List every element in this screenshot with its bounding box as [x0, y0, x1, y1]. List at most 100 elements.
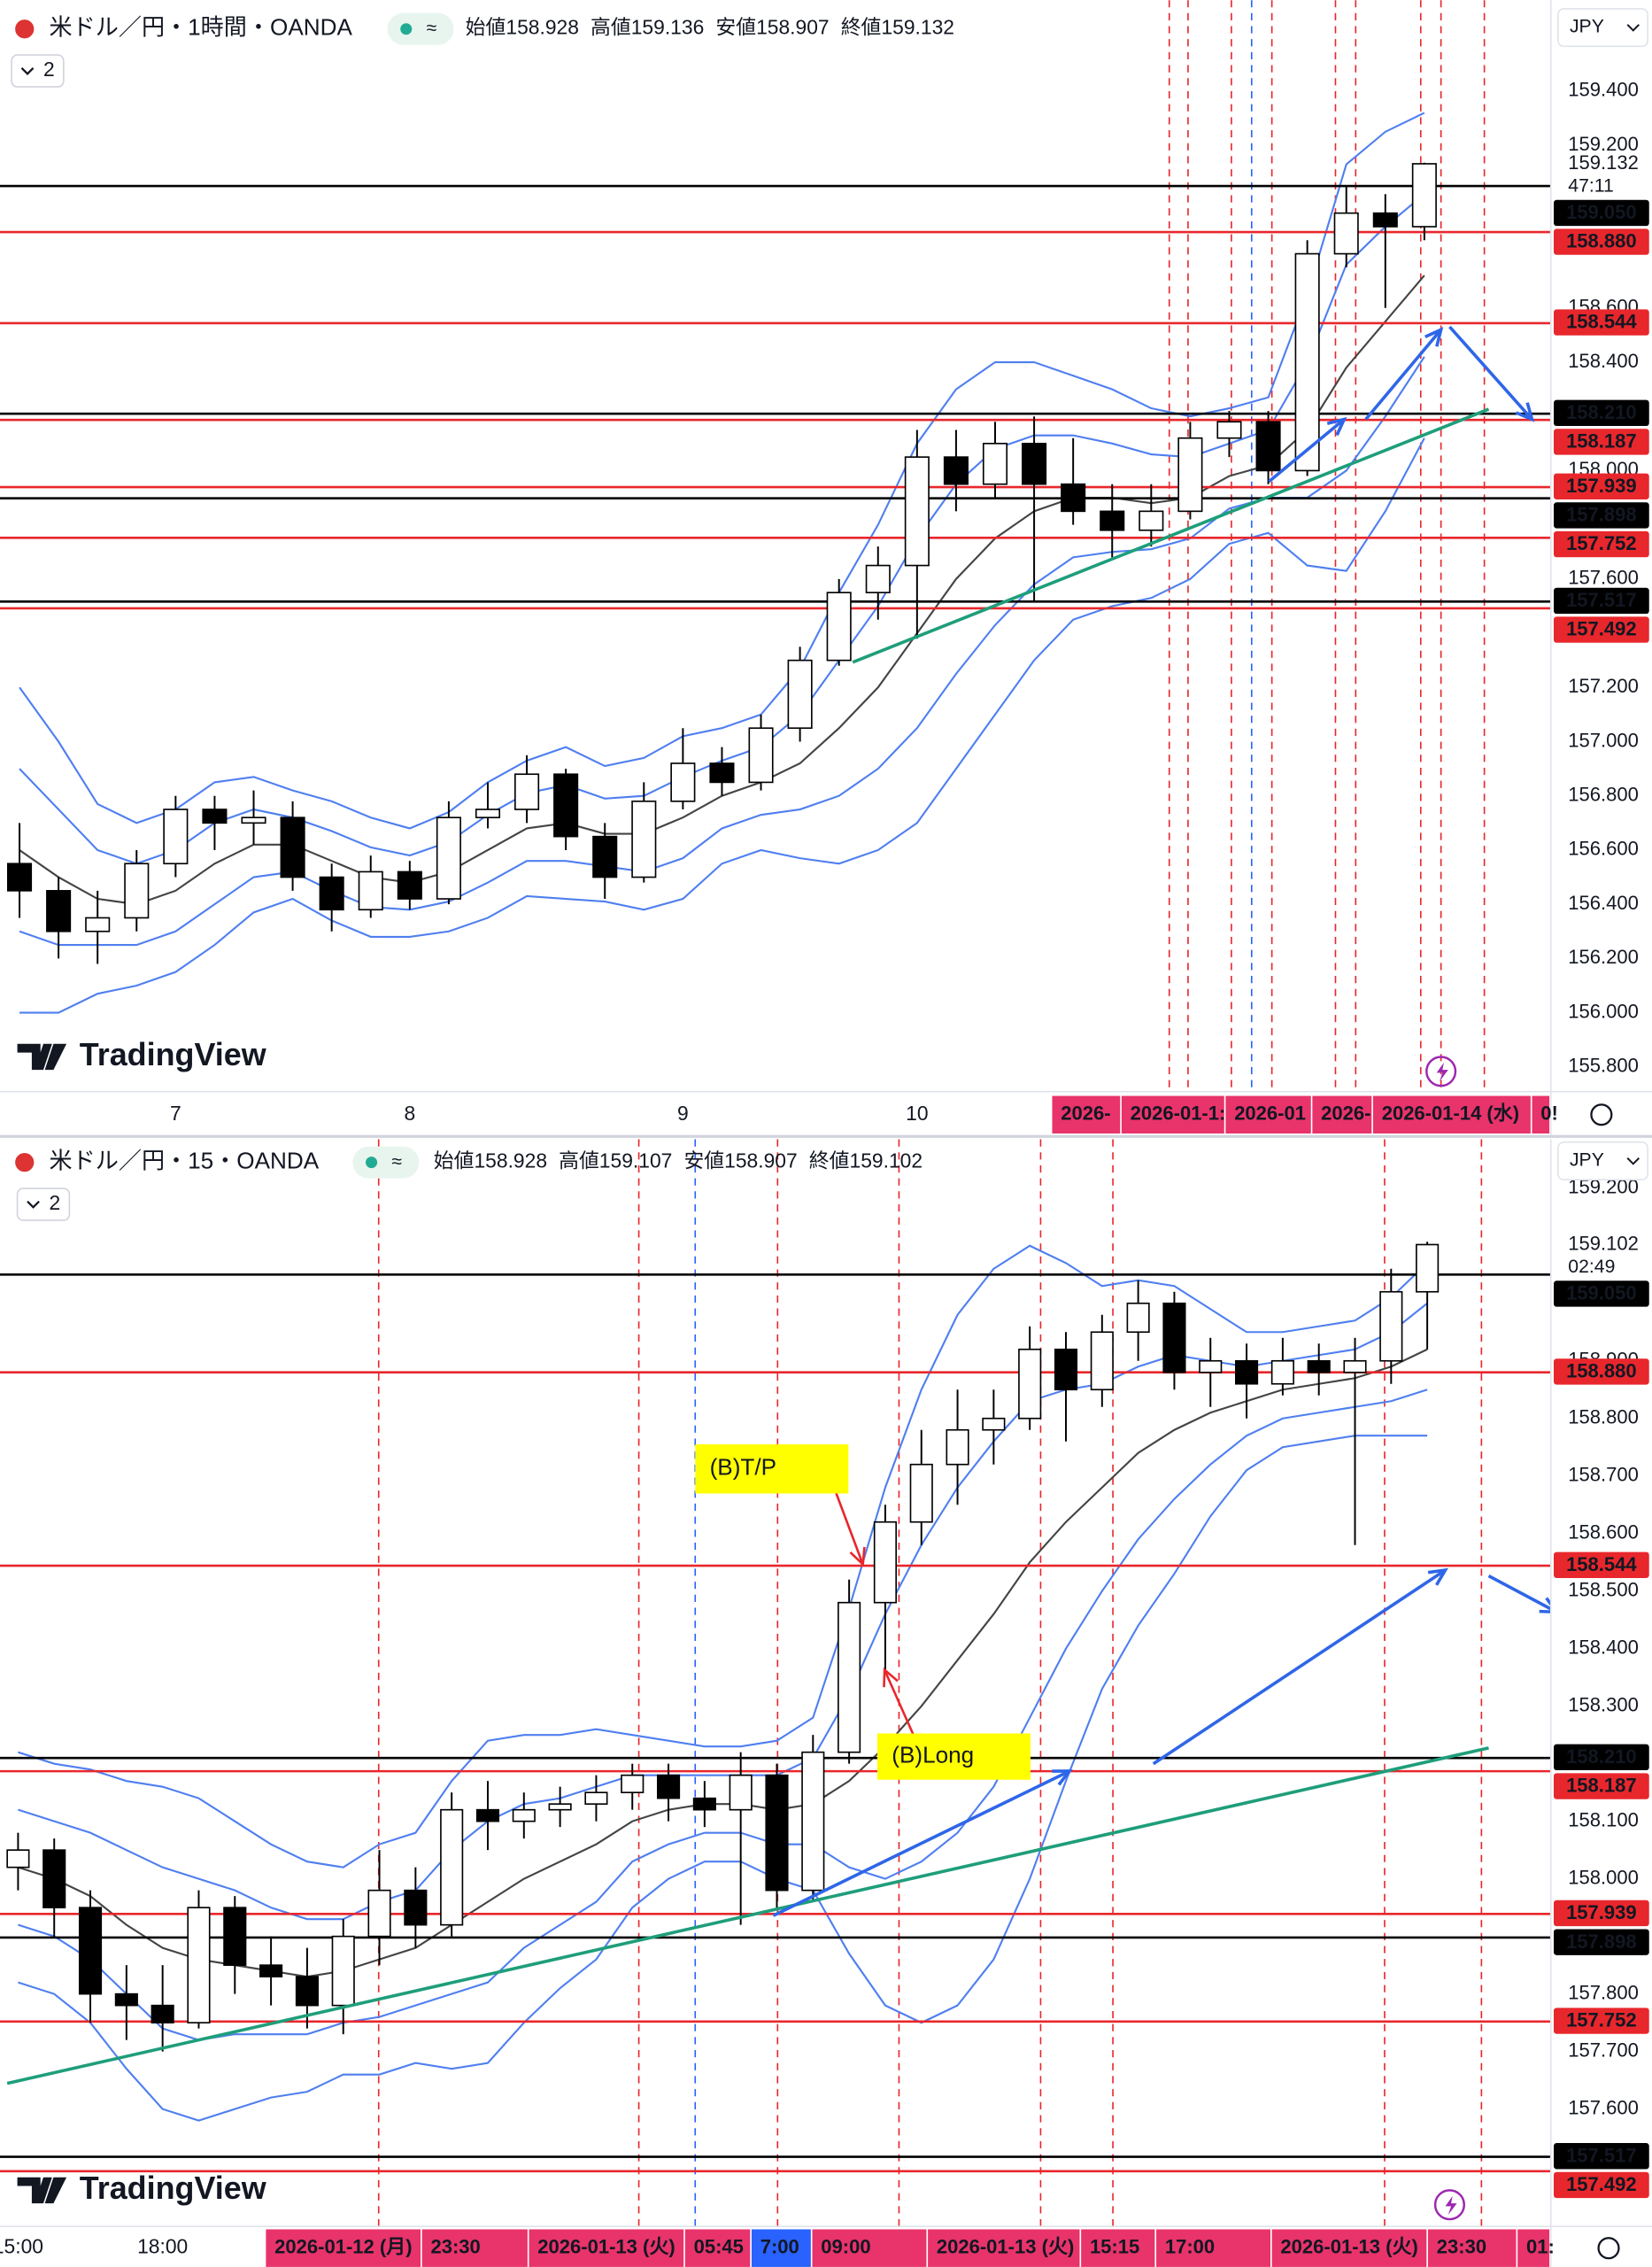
time-marker-label: 05:45 — [694, 2236, 744, 2258]
settings-icon[interactable] — [1590, 1103, 1613, 1126]
candle-body — [6, 863, 33, 892]
ohlc-values: 始値158.928 高値159.136 安値158.907 終値159.132 — [466, 16, 954, 39]
ohlc-values: 始値158.928 高値159.107 安値158.907 終値159.102 — [434, 1149, 922, 1172]
time-marker-label: 0! — [1540, 1103, 1558, 1125]
currency-label: JPY — [1570, 1150, 1604, 1171]
chevron-icon — [1626, 1157, 1640, 1165]
time-marker-label: 2026- — [1061, 1103, 1110, 1125]
y-tick-label: 158.500 — [1568, 1579, 1639, 1601]
ohlc-value: 159.132 — [881, 16, 954, 39]
price-level-tag — [1553, 228, 1649, 255]
candle-body — [1162, 1302, 1186, 1373]
countdown-label: 47:11 — [1568, 176, 1614, 197]
alert-bolt — [1436, 1063, 1448, 1082]
candle-body — [787, 659, 813, 730]
y-tick-label: 157.600 — [1568, 2096, 1639, 2118]
price-level-label: 158.880 — [1566, 1360, 1637, 1382]
ohlc-value: 159.102 — [849, 1149, 922, 1172]
bollinger-line — [18, 1302, 1428, 1921]
y-tick-label: 157.700 — [1568, 2039, 1639, 2061]
time-marker-tag — [1372, 1095, 1531, 1134]
status-icon: ≈ — [427, 18, 437, 38]
price-level-label: 159.050 — [1566, 201, 1637, 223]
candle-body — [1379, 1290, 1403, 1362]
symbol-flag — [13, 1151, 35, 1173]
projection-arrow — [1448, 325, 1533, 421]
price-level-label: 158.544 — [1566, 311, 1637, 333]
annotation-arrow-head — [883, 1667, 899, 1688]
time-marker-label: 2026-01-13 (火) — [937, 2236, 1074, 2258]
y-tick-label: 156.200 — [1568, 946, 1639, 968]
indicator-toggle[interactable] — [11, 54, 65, 88]
price-level-label: 158.187 — [1566, 1775, 1637, 1797]
candle-body — [621, 1774, 645, 1793]
time-marker-label: 2026-01-12 (月) — [274, 2236, 412, 2258]
y-tick-label: 155.800 — [1568, 1055, 1639, 1077]
price-level-label: 158.187 — [1566, 430, 1637, 453]
bollinger-line — [18, 1389, 1428, 2041]
price-level-tag — [1553, 502, 1649, 529]
bollinger-line — [18, 1435, 1428, 2122]
candle-body — [709, 762, 735, 784]
candle-body — [1343, 1359, 1367, 1373]
price-level-label: 157.939 — [1566, 1901, 1637, 1923]
time-marker-label: 23:30 — [430, 2236, 480, 2258]
candle-body — [1307, 1359, 1331, 1373]
candle-body — [241, 816, 266, 824]
y-tick-label: 156.400 — [1568, 892, 1639, 914]
ohlc-label: 終値 — [809, 1149, 850, 1172]
indicator-toggle[interactable] — [16, 1188, 71, 1221]
candle-body — [692, 1797, 716, 1811]
time-marker-label: 2026-01-13 (火) — [1280, 2236, 1417, 2258]
y-tick-label: 159.400 — [1568, 79, 1639, 101]
y-tick-label: 157.000 — [1568, 729, 1639, 751]
y-tick-label: 158.400 — [1568, 1636, 1639, 1659]
status-pill — [387, 12, 454, 45]
settings-icon[interactable] — [1597, 2237, 1620, 2260]
indicator-count: 2 — [43, 58, 55, 81]
chevron-icon — [27, 1200, 40, 1209]
time-marker-label: 17:00 — [1165, 2236, 1215, 2258]
y-tick-label: 156.000 — [1568, 1000, 1639, 1022]
candle-body — [512, 1808, 536, 1822]
projection-arrow — [1487, 1574, 1558, 1613]
price-level-label: 157.898 — [1566, 1930, 1637, 1953]
time-marker-label: 7:00 — [760, 2236, 799, 2258]
y-tick-label: 156.800 — [1568, 784, 1639, 806]
time-marker-tag — [1517, 2229, 1550, 2267]
candle-body — [114, 1992, 138, 2007]
y-tick-label: 159.200 — [1568, 133, 1639, 155]
candle-body — [1216, 421, 1242, 439]
candle-body — [331, 1935, 355, 2007]
candle-body — [397, 870, 422, 900]
chart-title: 米ドル／円・1時間・OANDA — [50, 14, 353, 41]
watermark-text: TradingView — [80, 1036, 266, 1072]
bollinger-line — [19, 112, 1425, 830]
projection-arrow-head — [1424, 327, 1444, 347]
price-level-label: 157.939 — [1566, 475, 1637, 497]
annotation-box — [876, 1733, 1031, 1780]
price-level-label: 158.544 — [1566, 1553, 1637, 1575]
bollinger-line — [19, 437, 1425, 1014]
price-level-label: 157.752 — [1566, 2009, 1637, 2031]
price-level-tag — [1553, 1929, 1649, 1955]
time-marker-tag — [1052, 1095, 1121, 1134]
time-marker-tag — [1532, 1095, 1550, 1134]
currency-select[interactable] — [1557, 8, 1648, 48]
candle-body — [553, 773, 579, 838]
chart-title: 米ドル／円・15・OANDA — [50, 1148, 320, 1174]
currency-select[interactable] — [1557, 1141, 1648, 1181]
candle-body — [548, 1803, 572, 1811]
candle-body — [78, 1907, 103, 1995]
projection-arrow — [1152, 1568, 1447, 1766]
time-marker-label: 2026-01-1: — [1131, 1103, 1226, 1125]
symbol-flag — [13, 18, 35, 40]
chart-panel — [0, 0, 1551, 1092]
candle-body — [631, 801, 657, 878]
price-level-tag — [1553, 1358, 1649, 1385]
projection-arrow-head — [1052, 1769, 1073, 1786]
candle-body — [748, 727, 774, 784]
candle-body — [1333, 212, 1359, 255]
projection-arrow — [1268, 418, 1346, 484]
